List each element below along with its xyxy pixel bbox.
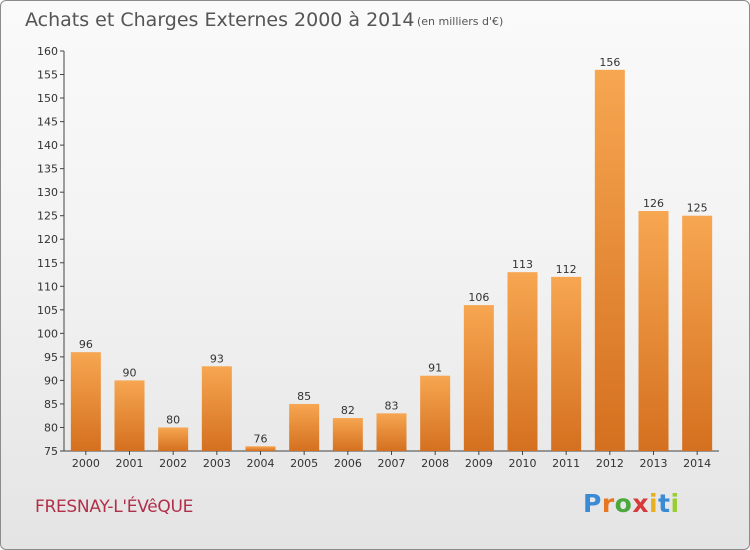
bar — [507, 272, 538, 451]
x-tick-label: 2006 — [334, 457, 362, 470]
data-label: 106 — [468, 291, 489, 304]
y-tick-label: 75 — [44, 445, 58, 458]
y-tick-label: 155 — [37, 69, 58, 82]
x-tick-label: 2014 — [683, 457, 711, 470]
proxiti-logo: Proxiti — [583, 489, 680, 518]
bar — [551, 276, 582, 451]
logo-letter: x — [632, 489, 649, 518]
bar — [463, 305, 494, 451]
y-tick-label: 95 — [44, 351, 58, 364]
logo-letter: r — [601, 489, 615, 518]
data-label: 113 — [512, 258, 533, 271]
bar — [420, 375, 451, 451]
y-tick-label: 140 — [37, 139, 58, 152]
x-tick-label: 2002 — [159, 457, 187, 470]
bar — [114, 380, 145, 451]
data-label: 96 — [79, 338, 93, 351]
bar — [70, 352, 101, 451]
logo-letter: o — [614, 489, 633, 518]
x-tick-label: 2009 — [465, 457, 493, 470]
y-tick-label: 120 — [37, 233, 58, 246]
x-tick-label: 2013 — [640, 457, 668, 470]
data-label: 85 — [297, 390, 311, 403]
data-label: 156 — [599, 56, 620, 69]
x-tick-label: 2000 — [72, 457, 100, 470]
logo-letter: P — [583, 489, 602, 518]
x-tick-label: 2003 — [203, 457, 231, 470]
y-tick-label: 145 — [37, 116, 58, 129]
data-label: 93 — [210, 352, 224, 365]
x-tick-label: 2010 — [509, 457, 537, 470]
data-label: 91 — [428, 362, 442, 375]
y-tick-label: 135 — [37, 163, 58, 176]
bar — [158, 427, 189, 451]
y-tick-label: 150 — [37, 92, 58, 105]
bar — [245, 446, 276, 451]
x-tick-label: 2004 — [247, 457, 275, 470]
bar — [332, 418, 363, 451]
data-label: 83 — [385, 399, 399, 412]
bar — [682, 215, 713, 451]
data-label: 126 — [643, 197, 664, 210]
chart-subtitle: (en milliers d'€) — [417, 15, 503, 28]
y-tick-label: 90 — [44, 374, 58, 387]
y-tick-label: 125 — [37, 210, 58, 223]
bar — [594, 69, 625, 451]
data-label: 82 — [341, 404, 355, 417]
data-label: 112 — [556, 263, 577, 276]
y-tick-label: 100 — [37, 327, 58, 340]
bar — [201, 366, 232, 451]
y-tick-label: 115 — [37, 257, 58, 270]
y-tick-label: 110 — [37, 280, 58, 293]
logo-letter: i — [670, 489, 680, 518]
x-tick-label: 2005 — [290, 457, 318, 470]
y-tick-label: 130 — [37, 186, 58, 199]
location-label: FRESNAY-L'ÉVêQUE — [35, 497, 194, 517]
x-tick-label: 2001 — [116, 457, 144, 470]
plot-area: 75 80 85 90 95 100 105 110 115 120 125 130 135 140 145… — [37, 45, 719, 470]
data-label: 125 — [687, 202, 708, 215]
data-label: 80 — [166, 413, 180, 426]
y-tick-label: 105 — [37, 304, 58, 317]
x-tick-label: 2007 — [378, 457, 406, 470]
bar — [289, 403, 320, 451]
y-tick-label: 85 — [44, 398, 58, 411]
logo-letter: i — [649, 489, 659, 518]
data-label: 76 — [254, 432, 268, 445]
chart-title: Achats et Charges Externes 2000 à 2014 — [25, 9, 414, 31]
x-tick-label: 2008 — [421, 457, 449, 470]
bar — [638, 211, 669, 451]
y-tick-label: 160 — [37, 45, 58, 58]
bar — [376, 413, 407, 451]
y-tick-label: 80 — [44, 421, 58, 434]
logo-letter: t — [658, 489, 671, 518]
x-tick-label: 2012 — [596, 457, 624, 470]
x-tick-label: 2011 — [552, 457, 580, 470]
data-label: 90 — [123, 366, 137, 379]
